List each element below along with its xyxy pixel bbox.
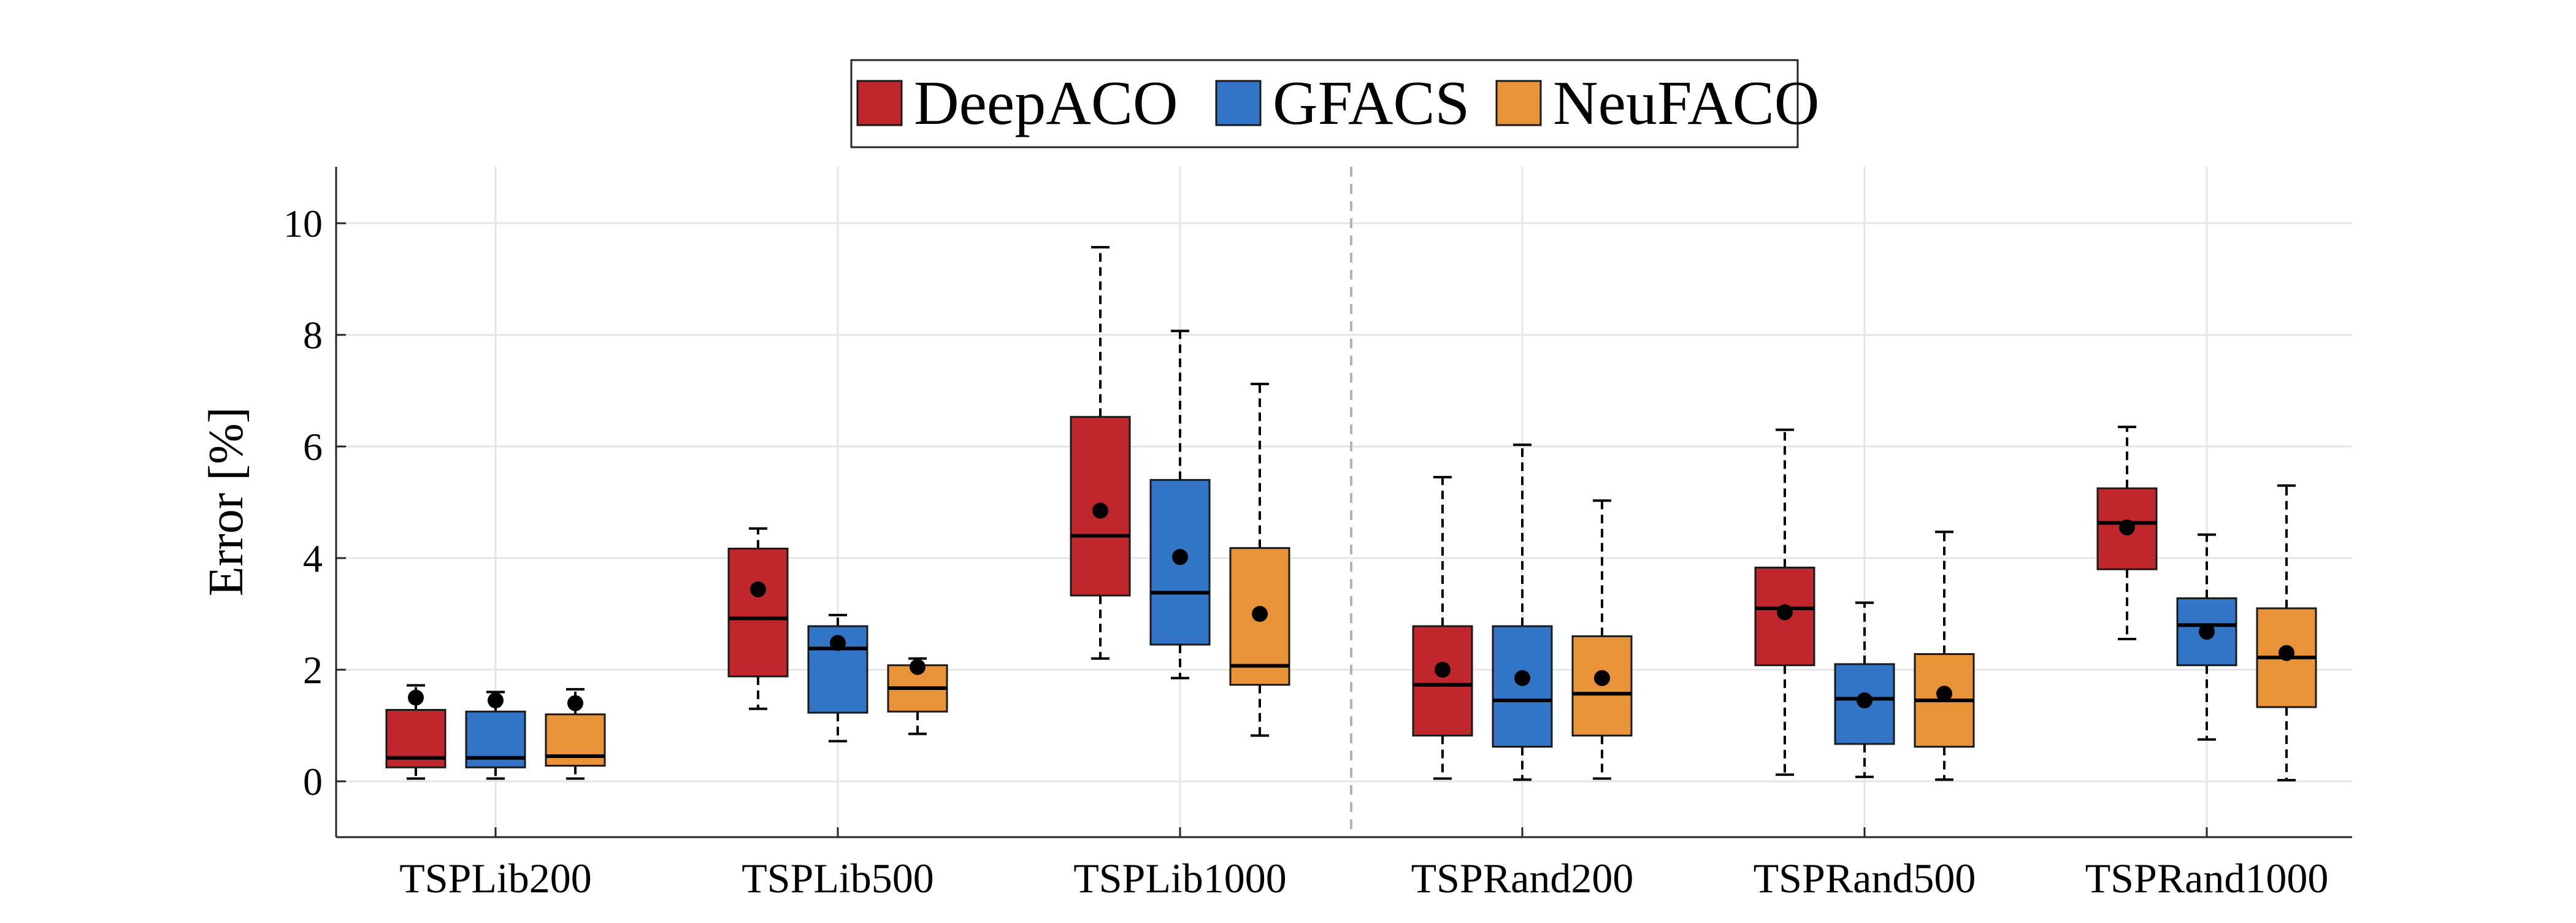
y-tick-label: 8 — [303, 313, 323, 357]
y-tick-label: 0 — [303, 760, 323, 803]
x-category-label: TSPLib200 — [399, 855, 592, 902]
legend-swatch-gfacs[interactable] — [1215, 80, 1262, 126]
neufaco-mean-point — [1252, 606, 1268, 622]
deepaco-mean-point — [1092, 502, 1108, 519]
legend-label-gfacs[interactable]: GFACS — [1273, 69, 1470, 138]
neufaco-mean-point — [1594, 670, 1610, 686]
deepaco-box — [727, 548, 789, 678]
y-axis-title: Error [%] — [199, 407, 253, 597]
deepaco-mean-point — [408, 689, 424, 706]
legend-box — [850, 59, 1799, 148]
plot-area — [336, 167, 2352, 837]
legend-label-deepaco[interactable]: DeepACO — [914, 69, 1178, 138]
y-tick-label: 4 — [303, 537, 323, 580]
neufaco-mean-point — [2279, 645, 2294, 661]
neufaco-mean-point — [1936, 686, 1952, 702]
gfacs-box — [1492, 625, 1553, 748]
deepaco-mean-point — [1435, 662, 1451, 678]
deepaco-mean-point — [750, 581, 766, 597]
x-category-label: TSPLib1000 — [1073, 855, 1287, 902]
legend-swatch-neufaco[interactable] — [1495, 80, 1542, 126]
y-tick-label: 2 — [303, 648, 323, 692]
deepaco-mean-point — [1777, 604, 1793, 621]
neufaco-mean-point — [567, 695, 583, 711]
gfacs-mean-point — [1514, 670, 1530, 686]
x-category-label: TSPRand200 — [1411, 855, 1634, 902]
gfacs-mean-point — [1172, 549, 1188, 565]
deepaco-box — [1412, 625, 1473, 737]
gfacs-mean-point — [830, 635, 846, 651]
neufaco-mean-point — [910, 659, 926, 675]
y-tick-label: 10 — [283, 202, 323, 245]
deepaco-mean-point — [2119, 519, 2135, 535]
gfacs-mean-point — [2199, 624, 2215, 640]
x-category-label: TSPLib500 — [742, 855, 934, 902]
y-tick-label: 6 — [303, 425, 323, 469]
gfacs-mean-point — [1857, 692, 1873, 709]
deepaco-box — [2096, 487, 2158, 570]
gfacs-mean-point — [488, 692, 504, 709]
x-category-label: TSPRand1000 — [2085, 855, 2329, 902]
legend-swatch-deepaco[interactable] — [856, 80, 903, 126]
legend-label-neufaco[interactable]: NeuFACO — [1553, 69, 1819, 138]
x-category-label: TSPRand500 — [1754, 855, 1976, 902]
